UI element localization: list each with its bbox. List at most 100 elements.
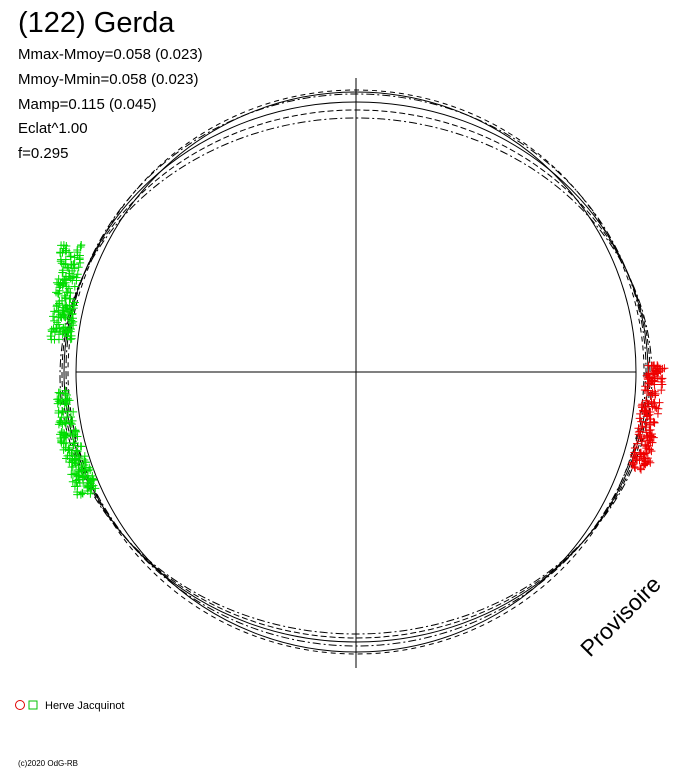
observation-point [66,294,75,303]
observation-point [61,431,70,440]
observation-point [643,454,652,463]
observation-point [652,369,661,378]
observation-point [65,301,74,310]
observation-point [47,335,56,344]
observation-point [74,452,83,461]
observation-point [646,458,655,467]
title: (122) Gerda [18,7,175,39]
observation-point [69,441,78,450]
observation-point [638,400,647,409]
observation-point [53,399,62,408]
observation-point [57,418,66,427]
observation-point [62,416,71,425]
observation-point [73,248,82,257]
observation-point [72,427,81,436]
observation-point [644,378,653,387]
observation-point [653,368,662,377]
observation-point [69,321,78,330]
observation-point [50,328,59,337]
legend-square [28,700,38,710]
observation-point [74,465,83,474]
observation-point [50,307,59,316]
observation-point [58,396,67,405]
observation-point [61,313,70,322]
observations [46,241,669,499]
observation-point [64,326,73,335]
observation-point [650,418,659,427]
observation-point [636,409,645,418]
observation-point [64,327,73,336]
observation-point [67,420,76,429]
observation-point [68,273,77,282]
observation-point [67,470,76,479]
observation-point [61,274,70,283]
observation-point [75,255,84,264]
observation-point [54,274,63,283]
observation-point [81,458,90,467]
observation-point [78,473,87,482]
observation-point [64,407,73,416]
observation-point [55,296,64,305]
observation-point [53,289,62,298]
observation-point [76,258,85,267]
observation-point [644,369,653,378]
observation-point [73,432,82,441]
stat-line: Eclat^1.00 [18,120,88,137]
observation-point [58,268,67,277]
stat-line: Mmoy-Mmin=0.058 (0.023) [18,71,198,88]
observation-point [657,374,666,383]
observation-point [71,426,80,435]
observation-point [52,302,61,311]
observation-point [642,408,651,417]
observation-point [57,413,66,422]
observation-point [80,456,89,465]
observation-point [52,278,61,287]
observation-point [642,386,651,395]
observation-point [638,422,647,431]
observation-point [650,380,659,389]
observation-point [73,270,82,279]
observation-point [658,374,667,383]
observation-point [78,489,87,498]
observation-point [646,415,655,423]
observation-point [647,447,656,456]
observation-point [54,320,63,329]
observation-point [57,437,66,446]
observation-point [657,386,666,395]
observation-point [46,332,55,341]
legend-circle [15,700,25,710]
observation-point [87,485,96,494]
observation-point [630,444,639,453]
copyright: (c)2020 OdG-RB [18,759,78,768]
observation-point [643,431,652,440]
observation-point [641,396,650,405]
observation-point [78,488,87,497]
observation-point [77,442,86,451]
observation-point [60,433,69,442]
observation-point [91,484,100,493]
observation-point [72,446,81,455]
observation-point [56,389,65,398]
observation-point [631,452,640,461]
observation-point [56,249,65,258]
observation-point [632,439,641,448]
observation-point [50,316,59,325]
observation-point [54,335,63,344]
observation-point [68,462,77,471]
observation-point [57,259,66,268]
observation-point [70,253,79,262]
observation-point [642,428,651,437]
observation-point [66,413,75,422]
observation-point [632,454,641,463]
observation-point [59,241,68,250]
observation-point [73,447,82,456]
observation-point [640,449,649,458]
observation-point [68,477,77,486]
observation-point [58,420,67,429]
observation-point [61,246,70,255]
observation-point [49,324,58,333]
observation-point [630,462,639,471]
observation-point [61,443,70,452]
